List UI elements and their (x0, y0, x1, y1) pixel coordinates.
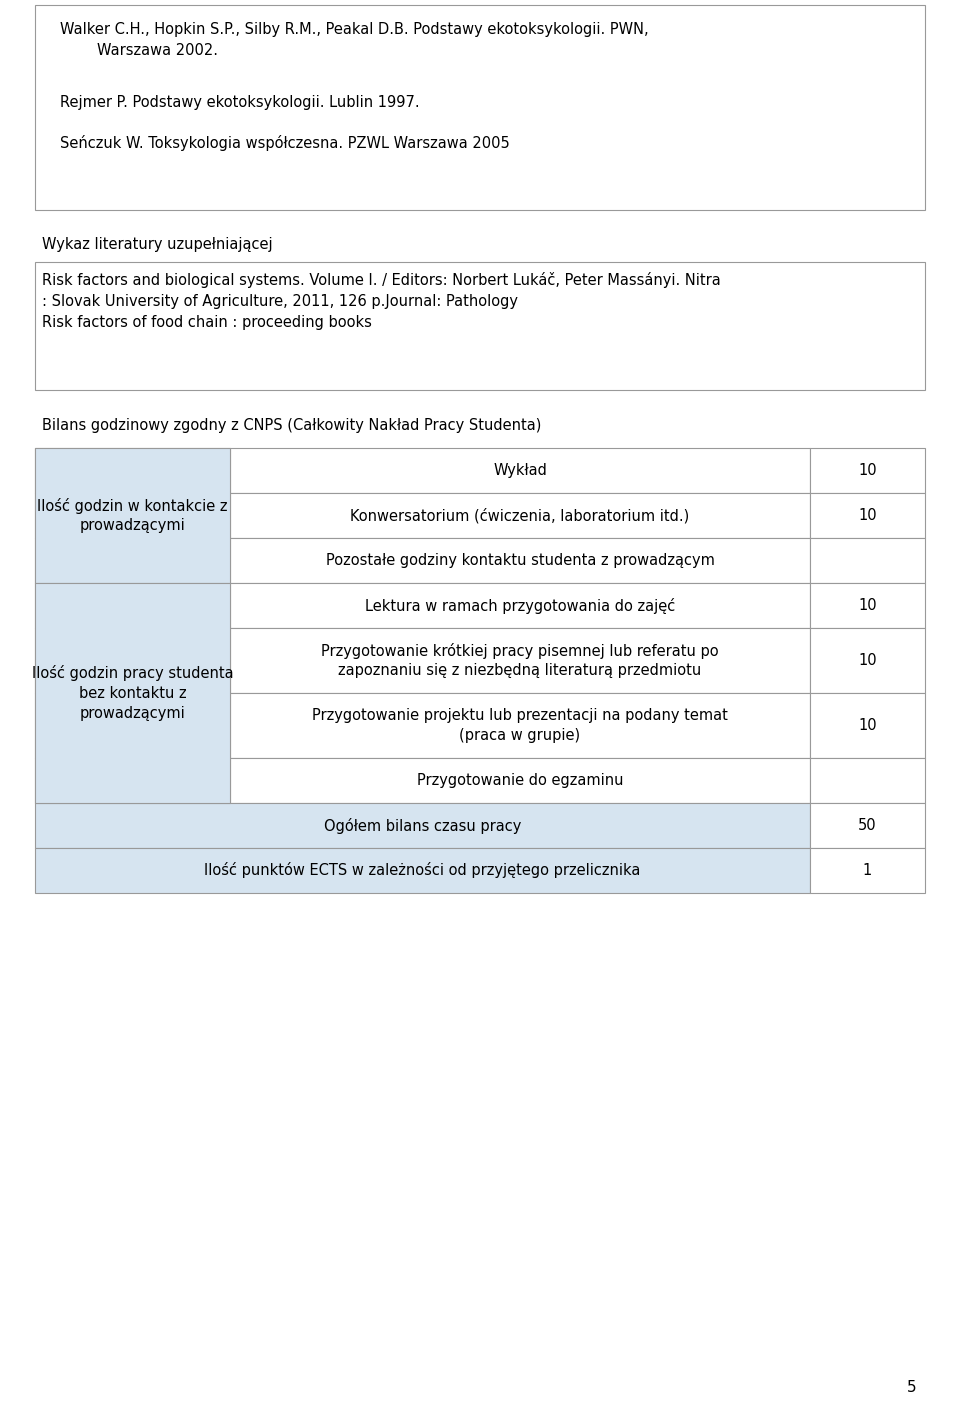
Bar (35, 583, 230, 629)
Text: Ilość godzin w kontakcie z
prowadzącymi: Ilość godzin w kontakcie z prowadzącymi (37, 498, 228, 534)
Bar (35, 692, 230, 758)
Bar (230, 492, 810, 538)
Bar (810, 538, 925, 583)
Text: Lektura w ramach przygotowania do zajęć: Lektura w ramach przygotowania do zajęć (365, 597, 675, 613)
Bar (35, 492, 230, 538)
Text: 10: 10 (858, 597, 876, 613)
Text: Rejmer P. Podstawy ekotoksykologii. Lublin 1997.: Rejmer P. Podstawy ekotoksykologii. Lubl… (60, 95, 420, 111)
Text: Pozostałe godziny kontaktu studenta z prowadzącym: Pozostałe godziny kontaktu studenta z pr… (325, 553, 714, 568)
Bar (35, 538, 230, 583)
Text: 5: 5 (906, 1381, 916, 1395)
Text: Walker C.H., Hopkin S.P., Silby R.M., Peakal D.B. Podstawy ekotoksykologii. PWN,: Walker C.H., Hopkin S.P., Silby R.M., Pe… (60, 23, 649, 58)
Bar (35, 758, 230, 803)
Bar (35, 629, 230, 692)
Bar (230, 692, 810, 758)
Text: Risk factors and biological systems. Volume I. / Editors: Norbert Lukáč, Peter M: Risk factors and biological systems. Vol… (42, 272, 721, 331)
Bar (810, 758, 925, 803)
Text: 10: 10 (858, 508, 876, 524)
Text: 1: 1 (863, 863, 872, 878)
Bar (35, 849, 810, 893)
Text: Wykaz literatury uzupełniającej: Wykaz literatury uzupełniającej (42, 237, 273, 253)
Bar (230, 629, 810, 692)
Bar (810, 849, 925, 893)
Text: Przygotowanie projektu lub prezentacji na podany temat
(praca w grupie): Przygotowanie projektu lub prezentacji n… (312, 708, 728, 744)
Bar (810, 583, 925, 629)
Bar (35, 6, 925, 210)
Text: Seńczuk W. Toksykologia współczesna. PZWL Warszawa 2005: Seńczuk W. Toksykologia współczesna. PZW… (60, 135, 510, 150)
Bar (35, 448, 230, 583)
Bar (810, 492, 925, 538)
Bar (230, 583, 810, 629)
Text: Ilość punktów ECTS w zależności od przyjętego przelicznika: Ilość punktów ECTS w zależności od przyj… (204, 863, 640, 878)
Text: Przygotowanie do egzaminu: Przygotowanie do egzaminu (417, 773, 623, 788)
Text: Ogółem bilans czasu pracy: Ogółem bilans czasu pracy (324, 817, 521, 833)
Text: 50: 50 (858, 817, 876, 833)
Bar (35, 583, 230, 803)
Text: 10: 10 (858, 463, 876, 478)
Text: 10: 10 (858, 653, 876, 668)
Text: Wykład: Wykład (493, 463, 547, 478)
Text: Konwersatorium (ćwiczenia, laboratorium itd.): Konwersatorium (ćwiczenia, laboratorium … (350, 508, 689, 524)
Bar (35, 803, 810, 849)
Bar (35, 263, 925, 390)
Text: Przygotowanie krótkiej pracy pisemnej lub referatu po
zapoznaniu się z niezbędną: Przygotowanie krótkiej pracy pisemnej lu… (322, 643, 719, 678)
Bar (230, 538, 810, 583)
Bar (810, 448, 925, 492)
Text: Ilość godzin pracy studenta
bez kontaktu z
prowadzącymi: Ilość godzin pracy studenta bez kontaktu… (32, 666, 233, 721)
Text: Bilans godzinowy zgodny z CNPS (Całkowity Nakład Pracy Studenta): Bilans godzinowy zgodny z CNPS (Całkowit… (42, 419, 541, 433)
Bar (35, 448, 230, 492)
Bar (810, 692, 925, 758)
Text: 10: 10 (858, 718, 876, 734)
Bar (230, 758, 810, 803)
Bar (810, 803, 925, 849)
Bar (230, 448, 810, 492)
Bar (810, 629, 925, 692)
